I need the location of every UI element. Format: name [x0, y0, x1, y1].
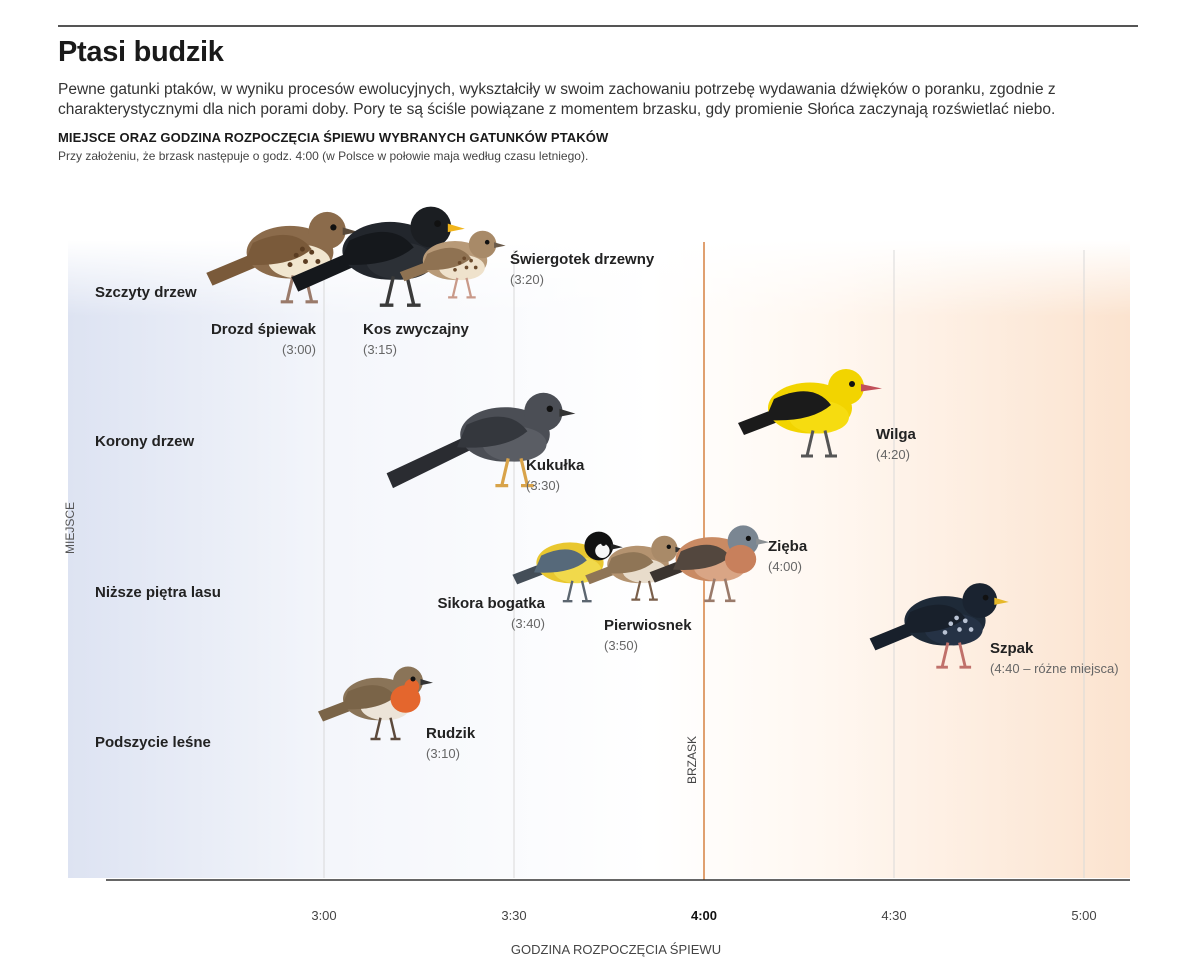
golden-oriole-icon — [738, 369, 882, 458]
bird-name-label: Świergotek drzewny — [510, 250, 655, 268]
x-tick-label: 5:00 — [1071, 908, 1096, 923]
page-title: Ptasi budzik — [58, 36, 224, 68]
dawn-label: BRZASK — [685, 736, 699, 784]
y-category-label: Szczyty drzew — [95, 284, 197, 301]
y-category-label: Podszycie leśne — [95, 734, 211, 751]
bird-name-label: Pierwiosnek — [604, 617, 692, 634]
cuckoo-icon — [386, 392, 576, 489]
intro-text: Pewne gatunki ptaków, w wyniku procesów … — [58, 81, 1056, 118]
bird-name-label: Kos zwyczajny — [363, 321, 470, 338]
chart-subheading: MIEJSCE ORAZ GODZINA ROZPOCZĘCIA ŚPIEWU … — [58, 130, 609, 145]
y-category-label: Korony drzew — [95, 433, 195, 450]
tree-pipit-icon — [399, 230, 506, 299]
bird-name-label: Szpak — [990, 640, 1034, 657]
bird-time-label: (3:50) — [604, 638, 638, 653]
starling-icon — [869, 583, 1009, 669]
chart-note: Przy założeniu, że brzask następuje o go… — [58, 149, 589, 163]
bird-time-label: (3:30) — [526, 478, 560, 493]
bird-name-label: Sikora bogatka — [437, 595, 545, 612]
bird-name-label: Rudzik — [426, 725, 476, 742]
bird-name-label: Wilga — [876, 426, 917, 443]
bird-name-label: Kukułka — [526, 457, 585, 474]
blackbird-icon — [291, 206, 465, 307]
bird-time-label: (3:10) — [426, 746, 460, 761]
top-rule — [58, 25, 1138, 27]
bird-time-label: (3:20) — [510, 272, 544, 287]
bird-name-label: Zięba — [768, 538, 808, 555]
bird-time-label: (4:20) — [876, 447, 910, 462]
y-category-label: Niższe piętra lasu — [95, 584, 221, 601]
chaffinch-icon — [649, 525, 770, 603]
x-tick-label: 3:00 — [311, 908, 336, 923]
robin-icon — [318, 666, 433, 741]
x-tick-label: 4:00 — [691, 908, 717, 923]
x-axis-title: GODZINA ROZPOCZĘCIA ŚPIEWU — [511, 942, 721, 957]
x-tick-label: 3:30 — [501, 908, 526, 923]
y-axis-title: MIEJSCE — [63, 502, 77, 554]
bird-name-label: Drozd śpiewak — [211, 321, 317, 338]
bird-time-label: (3:15) — [363, 342, 397, 357]
bird-time-label: (4:00) — [768, 559, 802, 574]
x-tick-label: 4:30 — [881, 908, 906, 923]
bird-time-label: (3:00) — [282, 342, 316, 357]
bird-time-label: (3:40) — [511, 616, 545, 631]
bird-time-label: (4:40 – różne miejsca) — [990, 661, 1119, 676]
